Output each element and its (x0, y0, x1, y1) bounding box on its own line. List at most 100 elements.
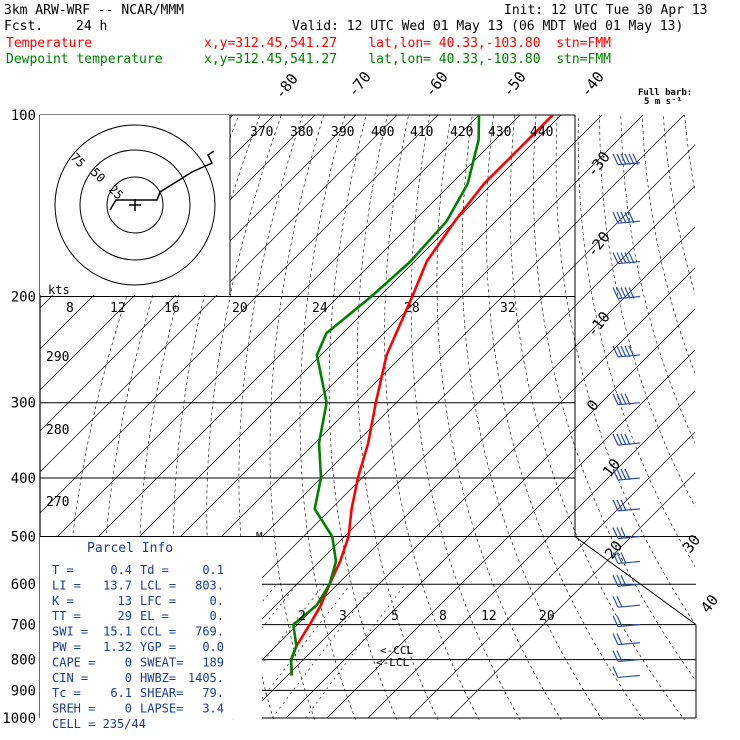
parcel-row-label: LFC = (140, 594, 176, 608)
theta-label: 280 (46, 423, 69, 438)
isotherm-label: -20 (583, 228, 614, 260)
hodograph-ring (79, 149, 191, 261)
isotherm-line (326, 349, 695, 719)
parcel-row-label: SHEAR= (140, 686, 183, 700)
parcel-row-value: 13.7 (103, 578, 132, 592)
dewpoint-location: x,y=312.45,541.27 lat,lon= 40.33,-103.80… (204, 52, 611, 67)
dry-adiabat (269, 115, 324, 720)
theta-label: 430 (488, 125, 511, 140)
pressure-label: 500 (11, 529, 36, 545)
pressure-label: 400 (11, 471, 36, 487)
init-time: Init: 12 UTC Tue 30 Apr 13 (504, 3, 708, 18)
parcel-row-label: Tc = (52, 686, 81, 700)
dewpoint-legend: Dewpoint temperature (6, 52, 163, 67)
pressure-label: 900 (11, 683, 36, 699)
parcel-row-label: CCL = (140, 625, 176, 639)
wind-barb (612, 552, 641, 565)
wind-barb (612, 468, 641, 481)
pressure-label: 200 (11, 290, 36, 306)
wind-barb (612, 633, 641, 646)
ccl-marker: <-CCL (380, 644, 413, 657)
theta-label: 440 (530, 125, 553, 140)
parcel-background (40, 537, 262, 719)
wind-barb (612, 287, 641, 300)
isotherm-line (40, 115, 357, 432)
parcel-row-label: Td = (140, 563, 169, 577)
isotherm-line (40, 115, 398, 473)
wind-speed-scale-label: 24 (312, 301, 328, 316)
wind-barb (612, 252, 641, 265)
model-title: 3km ARW-WRF -- NCAR/MMM (4, 3, 185, 18)
pressure-label: 700 (11, 618, 36, 634)
parcel-row-value: 13 (118, 594, 132, 608)
isotherm-line (203, 226, 695, 719)
theta-label: 370 (250, 125, 273, 140)
parcel-row-label: LAPSE= (140, 702, 183, 716)
pressure-label: 300 (11, 396, 36, 412)
wind-barbs: Full barb:5 m s⁻¹ (612, 88, 692, 679)
hodograph-trace (109, 150, 215, 211)
dry-adiabat (620, 115, 695, 444)
wind-barb (612, 433, 641, 446)
valid-time: Valid: 12 UTC Wed 01 May 13 (06 MDT Wed … (292, 19, 684, 34)
wind-barb (612, 345, 641, 358)
wind-barb (612, 666, 641, 679)
dry-adiabat (410, 115, 521, 720)
barb-legend-title: Full barb: (638, 88, 692, 98)
parcel-row-label: SWEAT= (140, 655, 183, 669)
parcel-row-label: CIN = (52, 671, 88, 685)
hodograph-ring (54, 124, 216, 286)
dry-adiabat (299, 115, 357, 720)
parcel-row-value: 0 (125, 655, 132, 669)
parcel-row-value: 3.4 (202, 702, 224, 716)
wind-speed-scale-label: 12 (110, 301, 126, 316)
wind-speed-unit: kts (48, 283, 70, 297)
isotherm-label: -50 (499, 68, 530, 100)
wind-barb (612, 574, 641, 587)
theta-label: 290 (46, 350, 69, 365)
parcel-row-label: YGP = (140, 640, 176, 654)
mixing-ratio-label: 2 (298, 609, 306, 624)
mixing-ratio-label: 5 (391, 609, 399, 624)
barb-legend-value: 5 m s⁻¹ (644, 97, 682, 107)
wind-barb (612, 615, 641, 628)
parcel-row-label: CAPE = (52, 655, 95, 669)
parcel-row-label: HWBZ= (140, 671, 176, 685)
isotherm-line (285, 308, 695, 719)
hodograph-ring (106, 176, 164, 234)
dry-adiabat (238, 115, 303, 720)
dry-adiabat (706, 115, 740, 731)
isotherm-line (367, 390, 695, 719)
temperature-legend: Temperature (6, 36, 93, 51)
mixing-ratio-line (246, 584, 351, 719)
dry-adiabat (599, 115, 695, 508)
dry-adiabat (357, 115, 439, 720)
parcel-row-value: 0.1 (202, 563, 224, 577)
wind-speed-scale-label: 8 (66, 301, 74, 316)
dry-adiabat (684, 115, 695, 194)
parcel-row-value: 29 (118, 609, 132, 623)
wind-barb (612, 595, 641, 608)
wind-speed-scale-label: 20 (232, 301, 248, 316)
dry-adiabat (436, 115, 562, 720)
dry-adiabat (533, 115, 695, 680)
dry-adiabat (577, 115, 695, 568)
parcel-row-value: 0. (210, 609, 224, 623)
pressure-label: 1000 (2, 711, 36, 727)
wind-barb (612, 211, 641, 224)
mixing-ratio-label: 8 (439, 609, 447, 624)
isotherm-label: -40 (577, 68, 608, 100)
dewpoint-profile (289, 114, 481, 676)
isotherm-line (40, 115, 480, 555)
parcel-title: Parcel Info (87, 541, 173, 556)
mixing-ratio-label: 12 (481, 609, 497, 624)
parcel-row-value: 189 (202, 655, 224, 669)
temperature-profile (289, 114, 554, 676)
isotherm-label: 40 (697, 591, 722, 616)
isotherm-line (408, 431, 695, 719)
wind-speed-scale-label: 16 (164, 301, 180, 316)
temperature-location: x,y=312.45,541.27 lat,lon= 40.33,-103.80… (204, 36, 611, 51)
dry-adiabat (509, 115, 685, 720)
parcel-row-label: K = (52, 594, 74, 608)
isotherm-label: -60 (421, 68, 452, 100)
